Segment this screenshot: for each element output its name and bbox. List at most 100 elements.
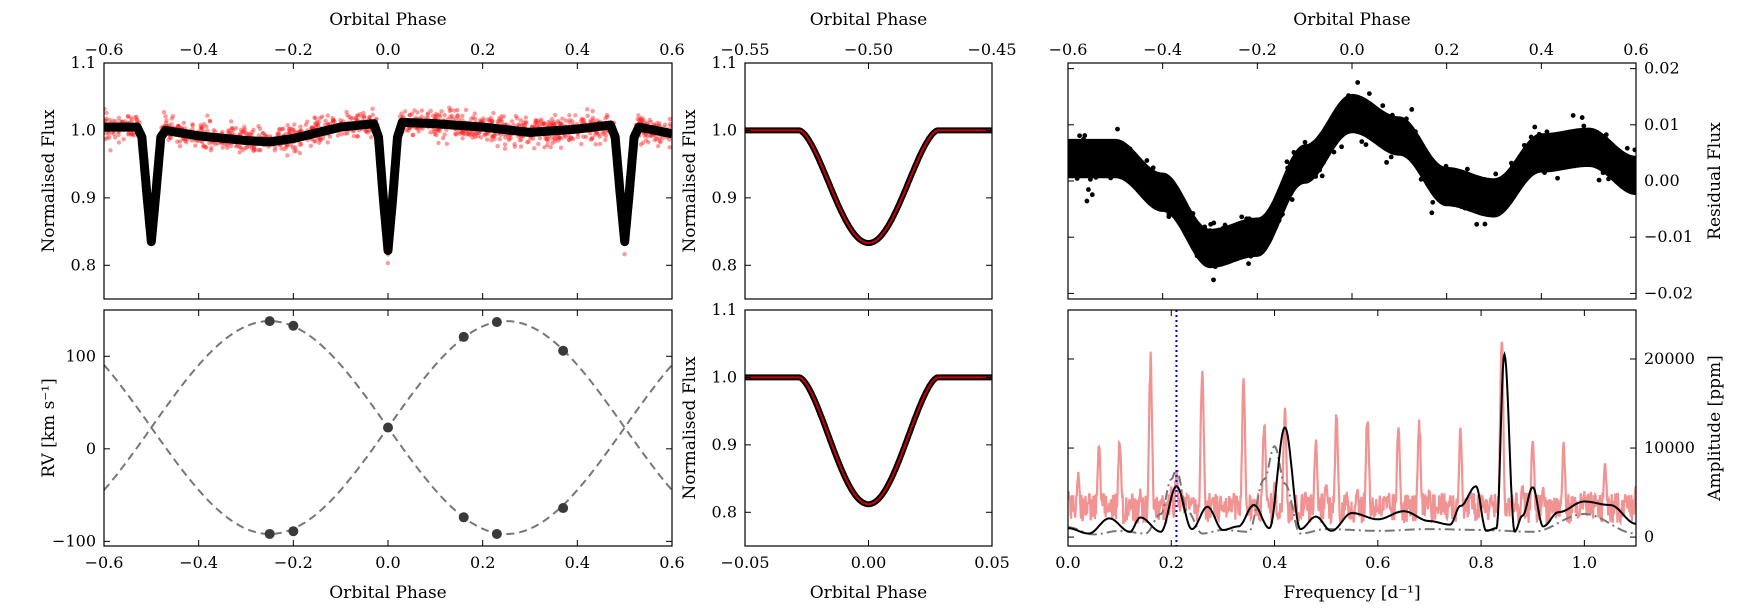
- observation-point: [660, 135, 666, 141]
- residual-point: [1599, 164, 1605, 169]
- residual-point: [1331, 149, 1337, 155]
- ecl_top-plot-area: [745, 127, 992, 246]
- ecl_top-top-xlabel: Orbital Phase: [810, 10, 928, 30]
- y-tick-label: −100: [52, 531, 96, 550]
- residual-point: [1530, 153, 1536, 159]
- residual-point: [1471, 193, 1477, 199]
- residual-point: [1338, 108, 1344, 114]
- observation-point: [583, 134, 589, 140]
- y-tick-label: 1.1: [71, 53, 96, 72]
- residual-point: [1291, 150, 1297, 155]
- residual-point: [1563, 135, 1569, 141]
- observation-point: [315, 122, 320, 127]
- observation-point: [317, 136, 322, 141]
- observation-point: [207, 118, 213, 124]
- residual-point: [1308, 174, 1314, 180]
- residual-point: [1313, 174, 1319, 179]
- residual-point: [1570, 130, 1576, 136]
- observation-point: [654, 136, 659, 142]
- observation-point: [646, 140, 651, 145]
- residual-point: [1205, 244, 1211, 249]
- residual-point: [1278, 212, 1284, 218]
- x-tick-label: 0.0: [375, 553, 400, 572]
- observation-point: [243, 145, 248, 151]
- observation-point: [256, 133, 262, 138]
- observation-point: [211, 128, 216, 133]
- observation-point: [558, 136, 564, 141]
- observation-point: [111, 118, 116, 123]
- observation-point: [368, 135, 374, 140]
- observation-point: [562, 134, 568, 140]
- residual-point: [1302, 139, 1308, 145]
- residual-point: [1481, 200, 1487, 206]
- observation-point: [556, 120, 562, 126]
- observation-point: [286, 127, 292, 132]
- residual-point: [1562, 144, 1568, 150]
- observation-point: [552, 122, 557, 127]
- residual-point: [1246, 216, 1252, 222]
- residual-point: [1485, 186, 1491, 192]
- observation-point: [490, 134, 495, 139]
- observation-point: [163, 114, 168, 119]
- observation-point: [453, 132, 459, 137]
- residual-point: [1367, 133, 1373, 139]
- x-tick-label: 0.2: [1159, 553, 1184, 572]
- observation-point: [482, 132, 487, 137]
- observation-point: [518, 118, 524, 123]
- residual-point: [1071, 159, 1077, 164]
- observation-point: [303, 122, 309, 127]
- observation-point: [133, 114, 138, 120]
- residual-point: [1421, 158, 1427, 163]
- lc-top-xlabel: Orbital Phase: [329, 10, 447, 30]
- observation-point: [589, 135, 595, 141]
- residual-point: [1517, 173, 1523, 179]
- ecl_bot-xlabel: Orbital Phase: [810, 583, 928, 603]
- observation-point: [330, 115, 335, 121]
- observation-point: [459, 129, 464, 134]
- residual-point: [1160, 191, 1165, 197]
- residual-point: [1453, 186, 1458, 192]
- residual-point: [1445, 196, 1451, 202]
- residual-point: [1191, 246, 1197, 251]
- residual-point: [1204, 238, 1209, 244]
- residual-point: [1404, 146, 1410, 151]
- observation-point: [183, 138, 188, 143]
- residual-point: [1276, 217, 1282, 223]
- residual-point: [1084, 141, 1090, 147]
- observation-point: [107, 135, 112, 140]
- observation-point: [244, 145, 250, 150]
- residual-point: [1615, 153, 1621, 159]
- observation-point: [497, 136, 503, 142]
- observation-point: [603, 130, 608, 135]
- observation-point: [256, 147, 262, 153]
- observation-point: [448, 114, 453, 119]
- observation-point: [643, 132, 649, 137]
- observation-point: [552, 119, 557, 125]
- observation-point: [542, 120, 547, 126]
- residual-point: [1194, 253, 1200, 259]
- observation-point: [309, 125, 315, 130]
- observation-point: [281, 126, 286, 132]
- observation-point: [461, 131, 466, 136]
- observation-point: [213, 129, 218, 134]
- observation-point: [325, 121, 330, 127]
- residual-point: [1474, 202, 1479, 208]
- observation-point: [537, 121, 542, 126]
- observation-point: [116, 140, 122, 145]
- residual-point: [1264, 217, 1269, 223]
- observation-point: [122, 119, 128, 124]
- observation-point: [657, 138, 662, 144]
- residual-point: [1076, 144, 1082, 149]
- residual-point: [1086, 187, 1091, 192]
- observation-point: [495, 144, 500, 149]
- observation-point: [559, 122, 565, 127]
- residual-point: [1103, 141, 1108, 147]
- residual-point: [1115, 126, 1120, 132]
- residual-point: [1146, 178, 1152, 183]
- residual-point: [1380, 103, 1386, 109]
- observation-point: [534, 118, 539, 123]
- residual-point: [1524, 148, 1530, 154]
- observation-point: [247, 131, 252, 137]
- residual-point: [1536, 150, 1542, 155]
